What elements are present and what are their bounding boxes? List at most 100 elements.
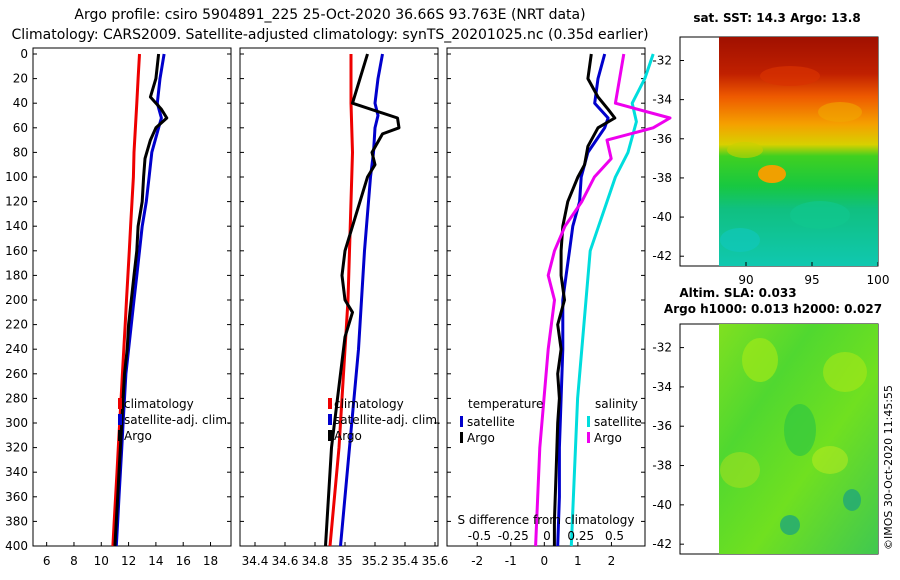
salinity-tick-label: 0.5 bbox=[605, 529, 624, 543]
legend-label: satellite bbox=[594, 415, 642, 429]
x-tick-label: 18 bbox=[203, 554, 218, 568]
salinity-axis-title: S difference from climatology bbox=[458, 513, 635, 527]
sst-lat-tick-label: -42 bbox=[652, 249, 672, 263]
legend-swatch bbox=[118, 414, 122, 425]
sst-lon-tick-label: 95 bbox=[804, 273, 819, 287]
series-line-argo bbox=[113, 53, 169, 547]
x-tick-label: 16 bbox=[176, 554, 191, 568]
series-line-temperature-satellite bbox=[556, 53, 610, 547]
depth-tick-label: 100 bbox=[5, 170, 28, 184]
depth-tick-label: 160 bbox=[5, 244, 28, 258]
x-tick-label: 35.6 bbox=[422, 554, 449, 568]
sst-lat-tick-label: -36 bbox=[652, 132, 672, 146]
x-tick-label: 6 bbox=[43, 554, 51, 568]
legend-swatch bbox=[328, 430, 332, 441]
legend-label: Argo bbox=[467, 431, 495, 445]
difference-panel: -2 -1 0 1 2 temperature satellite Argo salinity s… bbox=[458, 53, 672, 568]
depth-tick-label: 220 bbox=[5, 318, 28, 332]
sst-lat-tick-label: -32 bbox=[652, 53, 672, 67]
legend-label: satellite bbox=[467, 415, 515, 429]
depth-tick-label: 400 bbox=[5, 539, 28, 553]
depth-tick-label: 20 bbox=[13, 72, 28, 86]
sla-lat-tick-label: -32 bbox=[652, 341, 672, 355]
title-line-1: Argo profile: csiro 5904891_225 25-Oct-2… bbox=[74, 7, 586, 23]
depth-tick-label: 340 bbox=[5, 465, 28, 479]
sst-lon-tick-label: 100 bbox=[867, 273, 890, 287]
sla-map-texture bbox=[720, 338, 867, 535]
series-line-temperature-argo bbox=[552, 53, 617, 546]
depth-tick-label: 240 bbox=[5, 342, 28, 356]
depth-tick-label: 360 bbox=[5, 490, 28, 504]
legend-label: Argo bbox=[124, 429, 152, 443]
legend-swatch bbox=[328, 398, 332, 409]
credit-text: ©IMOS 30-Oct-2020 11:45:55 bbox=[882, 385, 895, 550]
sla-lat-tick-label: -36 bbox=[652, 419, 672, 433]
depth-tick-label: 60 bbox=[13, 121, 28, 135]
legend-swatch bbox=[460, 416, 463, 427]
legend-swatch bbox=[118, 430, 122, 441]
depth-tick-label: 280 bbox=[5, 391, 28, 405]
sla-lat-tick-label: -34 bbox=[652, 380, 672, 394]
sst-lon-tick-label: 90 bbox=[738, 273, 753, 287]
series-line-salinity-satellite bbox=[569, 53, 655, 547]
x-tick-label: 34.6 bbox=[272, 554, 299, 568]
x-tick-label: 1 bbox=[574, 554, 582, 568]
sst-lat-tick-label: -40 bbox=[652, 210, 672, 224]
legend-temperature-heading: temperature bbox=[468, 397, 543, 411]
x-tick-label: 8 bbox=[70, 554, 78, 568]
legend-swatch bbox=[460, 432, 463, 443]
legend-swatch bbox=[328, 414, 332, 425]
legend-swatch bbox=[118, 398, 122, 409]
x-tick-label: 34.8 bbox=[302, 554, 329, 568]
depth-tick-label: 80 bbox=[13, 145, 28, 159]
x-tick-label: 35.4 bbox=[392, 554, 419, 568]
x-tick-label: -2 bbox=[471, 554, 483, 568]
legend-label: climatology bbox=[124, 397, 194, 411]
x-tick-label: 34.4 bbox=[242, 554, 269, 568]
x-tick-label: 35.2 bbox=[362, 554, 389, 568]
depth-tick-label: 200 bbox=[5, 293, 28, 307]
x-tick-label: 12 bbox=[121, 554, 136, 568]
legend-label: satellite-adj. clim. bbox=[124, 413, 231, 427]
sla-map-axes: -32 -34 -36 -38 -40 -42 bbox=[652, 341, 684, 551]
salinity-tick-label: 0 bbox=[543, 529, 551, 543]
salinity-panel-frame bbox=[239, 47, 439, 547]
sla-lat-tick-label: -38 bbox=[652, 459, 672, 473]
legend-label: climatology bbox=[334, 397, 404, 411]
temperature-panel: 6 8 10 12 14 16 18 climatology satellite-adj. cl… bbox=[43, 53, 231, 568]
series-line-salinity-argo bbox=[534, 53, 672, 547]
x-tick-label: 0 bbox=[541, 554, 549, 568]
x-tick-label: 35 bbox=[337, 554, 352, 568]
x-tick-label: 2 bbox=[608, 554, 616, 568]
depth-axis: 0 20 40 60 80 100 120 140 160 180 200 220 240 260 280 3… bbox=[5, 47, 645, 553]
sst-map-axes: -32 -34 -36 -38 -40 -42 90 95 100 bbox=[652, 53, 889, 287]
depth-tick-label: 40 bbox=[13, 96, 28, 110]
series-line-satellite-adj-clim- bbox=[339, 53, 384, 547]
legend-swatch bbox=[587, 416, 590, 427]
depth-tick-label: 120 bbox=[5, 195, 28, 209]
legend-salinity-heading: salinity bbox=[595, 397, 638, 411]
series-line-argo bbox=[324, 53, 401, 547]
sla-map-title-line1: Altim. SLA: 0.033 bbox=[679, 286, 796, 300]
sla-lat-tick-label: -40 bbox=[652, 498, 672, 512]
sla-map-title-line2: Argo h1000: 0.013 h2000: 0.027 bbox=[664, 302, 882, 316]
salinity-tick-label: 0.25 bbox=[567, 529, 594, 543]
depth-tick-label: 260 bbox=[5, 367, 28, 381]
sst-map-title: sat. SST: 14.3 Argo: 13.8 bbox=[693, 11, 860, 25]
depth-tick-label: 0 bbox=[20, 47, 28, 61]
legend-label: satellite-adj. clim. bbox=[334, 413, 441, 427]
salinity-panel: 34.4 34.6 34.8 35 35.2 35.4 35.6 climatology sat… bbox=[242, 53, 449, 568]
x-tick-label: -1 bbox=[505, 554, 517, 568]
series-line-climatology bbox=[328, 54, 354, 547]
legend-label: Argo bbox=[594, 431, 622, 445]
depth-tick-label: 180 bbox=[5, 268, 28, 282]
x-tick-label: 14 bbox=[148, 554, 163, 568]
sst-lat-tick-label: -34 bbox=[652, 93, 672, 107]
temperature-panel-frame bbox=[32, 47, 232, 547]
depth-tick-label: 300 bbox=[5, 416, 28, 430]
series-line-climatology bbox=[111, 53, 141, 547]
sst-map-texture bbox=[720, 66, 862, 252]
sla-lat-tick-label: -42 bbox=[652, 537, 672, 551]
depth-tick-label: 140 bbox=[5, 219, 28, 233]
